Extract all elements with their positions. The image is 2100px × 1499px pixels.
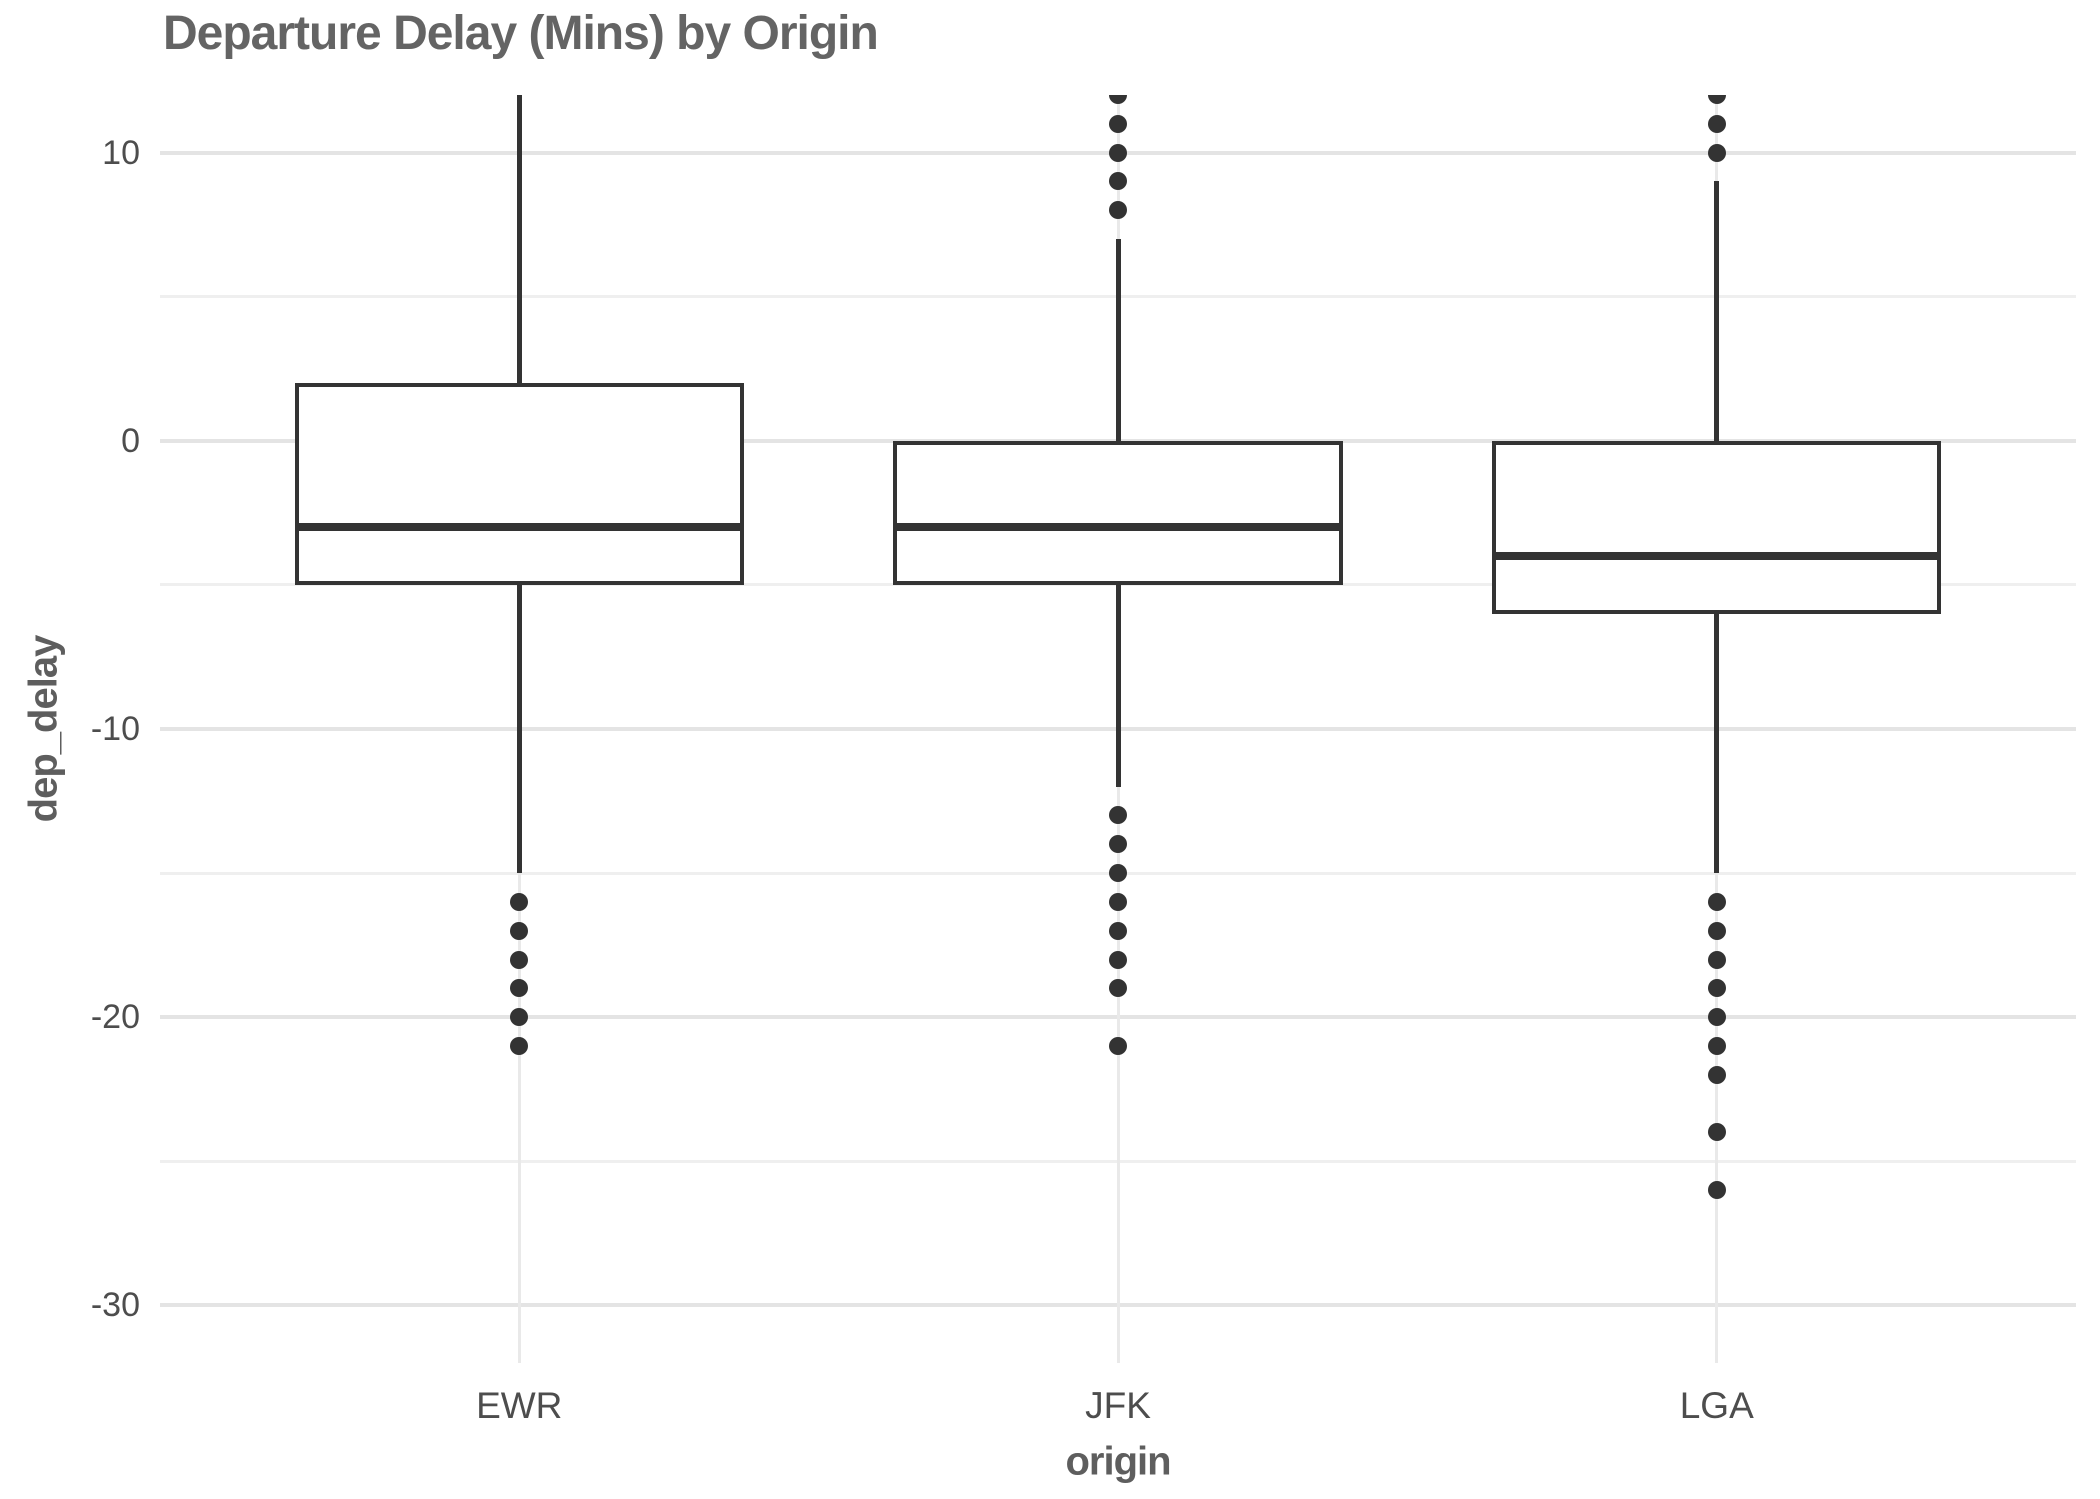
median-line (893, 523, 1343, 532)
outlier-dot (1109, 892, 1127, 911)
outlier-dot (1707, 921, 1726, 940)
x-category-label: LGA (1679, 1385, 1754, 1426)
outlier-dot (510, 979, 529, 998)
outlier-dot (1707, 979, 1726, 998)
whisker-upper (1714, 181, 1720, 441)
outlier-dot (1109, 172, 1127, 191)
x-axis-title: origin (1065, 1439, 1171, 1484)
outlier-dot (1707, 1065, 1726, 1084)
y-tick-label: -10 (90, 710, 140, 748)
outlier-dot (1109, 806, 1127, 825)
outlier-dot (510, 892, 529, 911)
y-tick-label: 10 (102, 133, 140, 172)
median-line (1492, 552, 1942, 561)
outlier-dot (510, 921, 529, 940)
whisker-upper (516, 95, 522, 384)
outlier-dot (1707, 892, 1726, 911)
y-tick-label: -20 (90, 998, 140, 1037)
outlier-dot (1109, 95, 1127, 104)
x-category-label: EWR (476, 1385, 563, 1426)
outlier-dot (1707, 950, 1726, 969)
outlier-dot (1707, 143, 1726, 162)
x-category-label: JFK (1085, 1385, 1151, 1426)
y-tick-label: 0 (121, 421, 140, 460)
outlier-dot (510, 1037, 529, 1055)
outlier-dot (1109, 1037, 1127, 1055)
outlier-dot (510, 950, 529, 969)
whisker-upper (1115, 239, 1121, 441)
outlier-dot (1109, 835, 1127, 854)
plot-panel (160, 95, 2076, 1363)
outlier-dot (1707, 1123, 1726, 1142)
outlier-dot (1109, 921, 1127, 940)
outlier-dot (510, 1008, 529, 1027)
y-tick-label: -30 (90, 1286, 140, 1325)
outlier-dot (1109, 114, 1127, 133)
whisker-lower (516, 584, 522, 874)
boxplot-box (893, 440, 1343, 585)
outlier-dot (1109, 864, 1127, 883)
outlier-dot (1707, 1008, 1726, 1027)
boxplot-box (1492, 440, 1942, 614)
outlier-dot (1109, 201, 1127, 220)
whisker-lower (1115, 584, 1121, 787)
outlier-dot (1707, 114, 1726, 133)
outlier-dot (1707, 95, 1726, 104)
outlier-dot (1707, 1037, 1726, 1055)
outlier-dot (1109, 143, 1127, 162)
whisker-lower (1714, 613, 1720, 874)
outlier-dot (1109, 950, 1127, 969)
outlier-dot (1707, 1181, 1726, 1200)
boxplot-box (294, 383, 744, 585)
median-line (294, 523, 744, 532)
chart-title: Departure Delay (Mins) by Origin (163, 7, 879, 60)
outlier-dot (1109, 979, 1127, 998)
